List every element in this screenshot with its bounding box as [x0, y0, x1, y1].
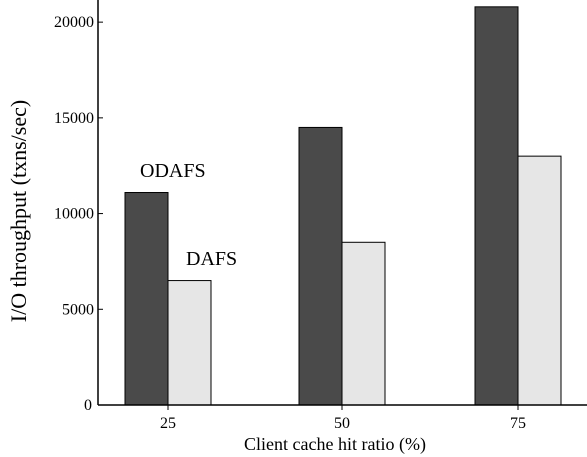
y-tick-label: 5000: [62, 301, 94, 318]
y-tick-label: 15000: [54, 110, 94, 127]
y-tick-label: 0: [84, 397, 92, 414]
y-axis-title: I/O throughput (txns/sec): [6, 100, 31, 322]
bar-dafs-75: [517, 155, 562, 406]
x-tick-label: 25: [160, 415, 176, 432]
bar-odafs-50: [298, 126, 343, 406]
y-tick-label: 20000: [54, 14, 94, 31]
bars-group: [124, 6, 562, 406]
x-axis-title: Client cache hit ratio (%): [244, 434, 426, 455]
bar-odafs-75: [474, 6, 519, 406]
bar-dafs-25: [167, 280, 212, 406]
bar-dafs-50: [341, 241, 386, 406]
series-label-odafs: ODAFS: [140, 160, 206, 182]
x-ticks-group: 25 50 75: [160, 405, 526, 432]
y-ticks-group: 0 5000 10000 15000 20000: [54, 14, 103, 414]
y-tick-label: 10000: [54, 206, 94, 223]
bar-odafs-25: [124, 192, 169, 406]
series-label-dafs: DAFS: [186, 248, 237, 270]
x-tick-label: 50: [334, 415, 350, 432]
x-tick-label: 75: [510, 415, 526, 432]
